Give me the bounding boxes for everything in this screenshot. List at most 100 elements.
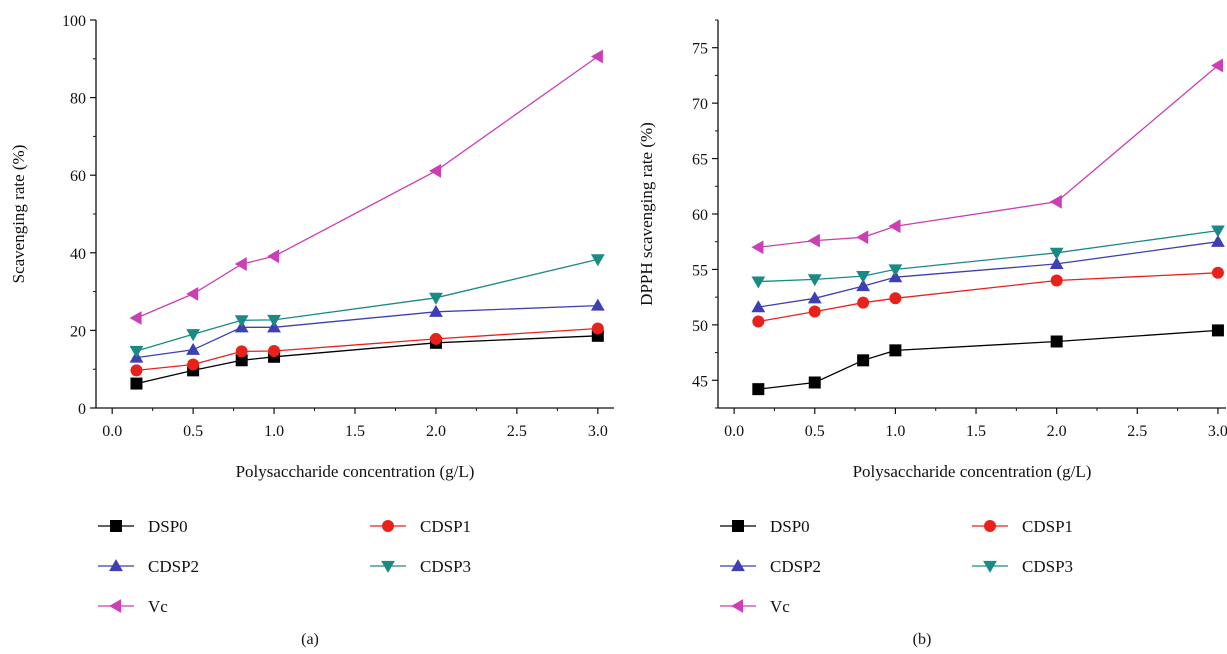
data-point-dsp0 — [889, 344, 902, 357]
y-tick-label: 20 — [70, 323, 86, 340]
data-point-cdsp3 — [590, 254, 605, 267]
series-line-cdsp2 — [136, 304, 598, 359]
x-tick-label: 1.5 — [345, 423, 365, 440]
data-point-cdsp1 — [268, 344, 281, 357]
legend-item-dsp0: DSP0 — [720, 517, 810, 536]
chart-panel-b: 45 50 55 60 65 70 75 0.0 0.5 1.0 1.5 2.0 2.5 3.0 Pol… — [637, 19, 1227, 648]
panel-label: (a) — [301, 631, 319, 648]
legend-label: CDSP3 — [1022, 557, 1073, 576]
data-point-vc — [590, 49, 603, 64]
x-tick-label: 2.5 — [507, 423, 527, 440]
data-point-cdsp1 — [130, 364, 143, 377]
legend-label: CDSP1 — [1022, 517, 1073, 536]
x-tick-label: 0.5 — [183, 423, 203, 440]
legend-marker — [109, 599, 122, 613]
data-point-cdsp2 — [186, 342, 201, 355]
legend-item-cdsp3: CDSP3 — [972, 557, 1073, 576]
x-tick-label: 1.0 — [264, 423, 284, 440]
x-tick-label: 1.0 — [885, 423, 905, 440]
data-point-vc — [234, 257, 247, 271]
data-point-cdsp1 — [591, 322, 604, 335]
legend-label: CDSP2 — [148, 557, 199, 576]
legend-label: CDSP3 — [420, 557, 471, 576]
y-tick-label: 75 — [692, 41, 708, 58]
x-tick-label: 2.5 — [1127, 423, 1147, 440]
x-tick-label: 3.0 — [588, 423, 608, 440]
series-line-cdsp1 — [136, 327, 598, 372]
y-tick-label: 60 — [692, 207, 708, 224]
data-point-dsp0 — [808, 376, 821, 389]
legend-item-cdsp1: CDSP1 — [370, 517, 471, 536]
series-line-cdsp2 — [758, 241, 1218, 308]
y-tick-label: 55 — [692, 262, 708, 279]
legend-item-cdsp2: CDSP2 — [98, 557, 199, 576]
legend-label: Vc — [770, 597, 790, 616]
data-point-cdsp3 — [429, 292, 443, 305]
series-line-dsp0 — [136, 335, 598, 385]
data-point-cdsp3 — [267, 314, 281, 327]
data-point-vc — [267, 249, 280, 264]
data-point-vc — [429, 164, 442, 178]
legend-marker — [110, 520, 122, 532]
y-tick-label: 80 — [70, 91, 86, 108]
legend: DSP0 CDSP1 CDSP2 CDSP3 Vc — [720, 517, 1073, 616]
x-tick-label: 0.5 — [805, 423, 825, 440]
data-point-cdsp1 — [1211, 266, 1224, 279]
panel-label: (b) — [913, 631, 932, 648]
y-tick-label: 45 — [692, 373, 708, 390]
legend-marker — [984, 520, 996, 532]
x-tick-label: 3.0 — [1208, 423, 1227, 440]
data-point-cdsp3 — [129, 345, 144, 358]
data-point-cdsp3 — [807, 274, 822, 287]
data-point-dsp0 — [752, 383, 765, 396]
data-point-cdsp3 — [234, 315, 249, 328]
legend-marker — [983, 560, 997, 573]
legend-marker — [731, 599, 744, 613]
series-group — [129, 49, 605, 390]
data-point-cdsp2 — [429, 304, 443, 317]
chart-panel-a: 0 20 40 60 80 100 0.0 0.5 1.0 1.5 2.0 2.5 3.0 Polys… — [9, 13, 614, 648]
data-point-vc — [888, 219, 901, 234]
legend-marker — [109, 559, 123, 572]
data-point-vc — [751, 240, 764, 255]
data-point-cdsp1 — [752, 315, 765, 328]
legend-marker — [731, 559, 745, 572]
legend-item-dsp0: DSP0 — [98, 517, 188, 536]
legend-label: CDSP2 — [770, 557, 821, 576]
data-point-cdsp1 — [889, 292, 902, 305]
x-ticks: 0.0 0.5 1.0 1.5 2.0 2.5 3.0 — [102, 408, 608, 440]
data-point-vc — [807, 233, 820, 248]
y-ticks: 45 50 55 60 65 70 75 — [692, 19, 718, 409]
data-point-cdsp3 — [888, 264, 903, 277]
legend-marker — [382, 520, 394, 532]
data-point-cdsp1 — [187, 358, 200, 371]
data-point-vc — [1049, 194, 1062, 209]
data-point-vc — [129, 311, 142, 325]
data-point-cdsp1 — [1050, 274, 1063, 287]
y-tick-label: 100 — [62, 13, 86, 30]
series-line-dsp0 — [758, 329, 1218, 390]
x-tick-label: 0.0 — [724, 423, 744, 440]
data-point-cdsp2 — [807, 291, 822, 304]
legend-item-cdsp1: CDSP1 — [972, 517, 1073, 536]
data-point-cdsp3 — [751, 276, 766, 289]
y-tick-label: 50 — [692, 318, 708, 335]
x-ticks: 0.0 0.5 1.0 1.5 2.0 2.5 3.0 — [724, 408, 1227, 440]
legend-item-vc: Vc — [720, 597, 790, 616]
data-point-vc — [856, 230, 869, 245]
data-point-cdsp2 — [1049, 256, 1064, 269]
data-point-cdsp3 — [1211, 225, 1225, 238]
x-axis-title: Polysaccharide concentration (g/L) — [236, 462, 475, 481]
legend-label: Vc — [148, 597, 168, 616]
y-axis-title: DPPH scavenging rate (%) — [637, 122, 656, 306]
y-tick-label: 70 — [692, 96, 708, 113]
data-point-dsp0 — [1050, 335, 1063, 348]
data-point-cdsp1 — [857, 296, 870, 309]
data-point-cdsp2 — [856, 279, 871, 292]
y-tick-label: 0 — [78, 401, 86, 418]
data-point-cdsp2 — [751, 300, 766, 313]
series-line-cdsp3 — [758, 229, 1218, 283]
x-tick-label: 2.0 — [426, 423, 446, 440]
legend-label: DSP0 — [148, 517, 188, 536]
